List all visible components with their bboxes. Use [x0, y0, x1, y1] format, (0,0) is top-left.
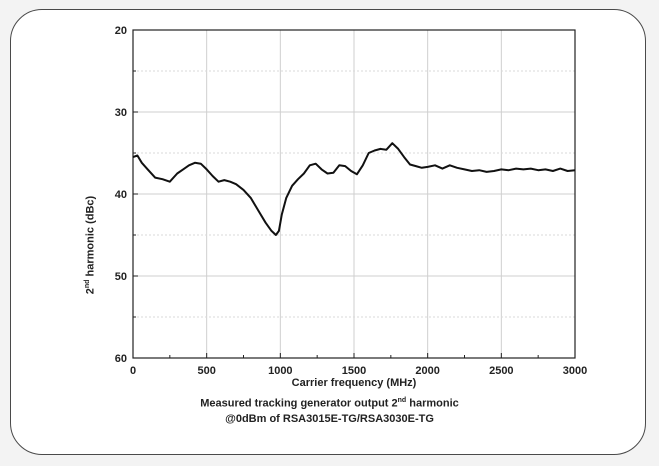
tick-labels: 0 500 1000 1500 2000 2500 3000 20 30 40 50 60 [115, 25, 587, 377]
x-tick-label: 2500 [489, 365, 513, 377]
x-tick-label: 2000 [415, 365, 439, 377]
y-tick-label: 40 [115, 189, 127, 201]
chart-card [10, 9, 646, 455]
series-line-2nd-harmonic [132, 142, 576, 236]
caption-line-1: Measured tracking generator output 2nd h… [200, 397, 459, 410]
y-tick-label: 30 [115, 107, 127, 119]
y-tick-label: 60 [115, 353, 127, 365]
y-tick-label: 50 [115, 271, 127, 283]
x-tick-label: 3000 [563, 365, 587, 377]
x-tick-label: 0 [130, 365, 136, 377]
y-tick-label: 20 [115, 25, 127, 37]
grid [133, 30, 575, 358]
x-axis-label: Carrier frequency (MHz) [292, 377, 417, 389]
x-tick-label: 1000 [268, 365, 292, 377]
x-tick-label: 500 [197, 365, 215, 377]
axis-ticks [132, 29, 576, 359]
x-tick-label: 1500 [342, 365, 366, 377]
caption-line-2: @0dBm of RSA3015E-TG/RSA3030E-TG [225, 413, 434, 425]
y-axis-label: 2nd harmonic (dBc) [84, 195, 97, 295]
